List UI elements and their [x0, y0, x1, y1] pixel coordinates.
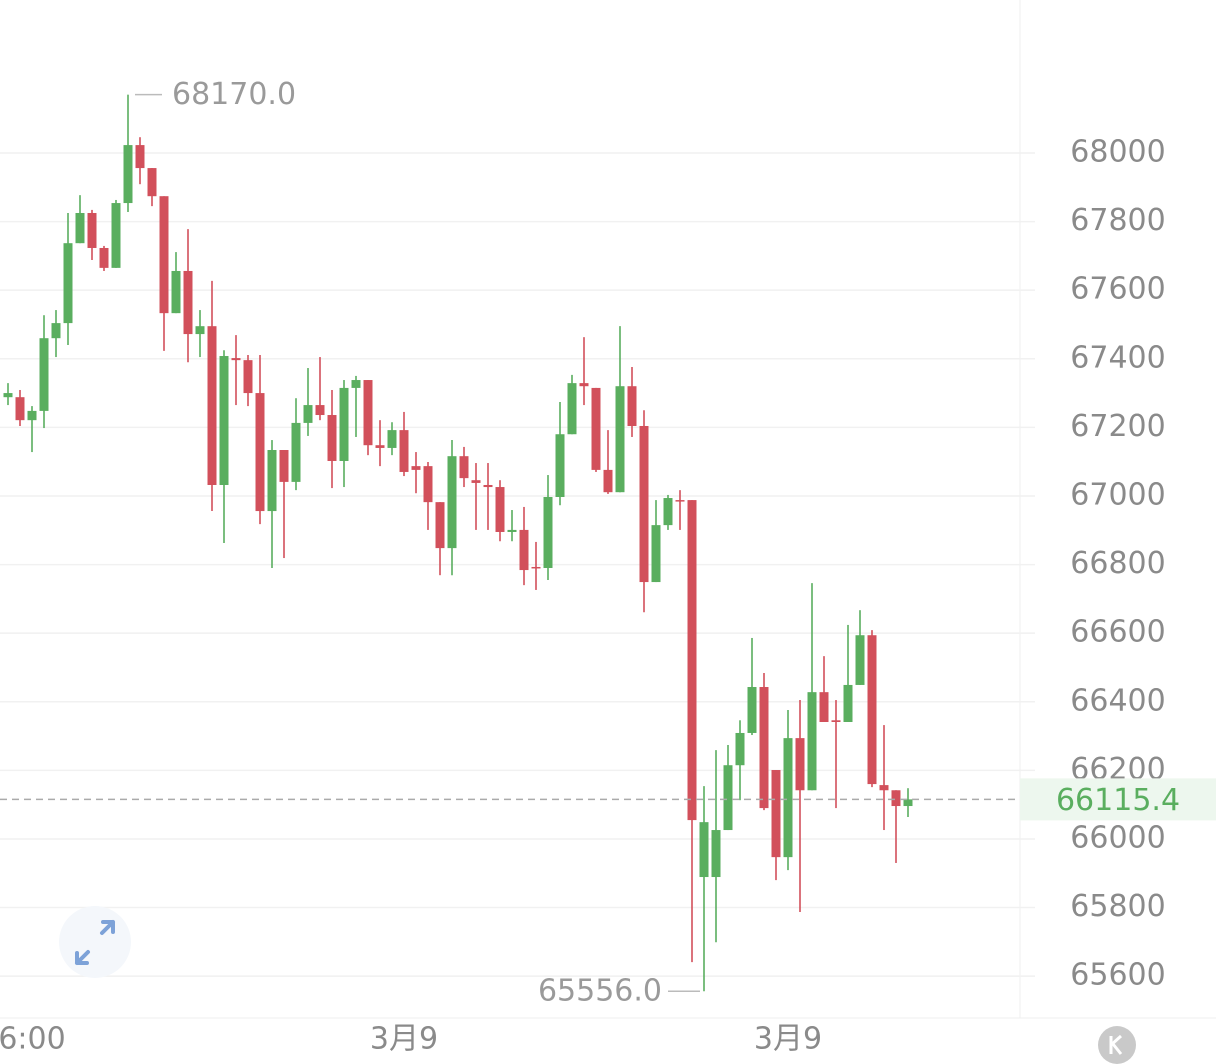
- candle-body: [543, 496, 553, 568]
- y-tick-label: 68000: [1070, 134, 1165, 169]
- candle-body: [447, 456, 457, 549]
- candle-body: [687, 500, 697, 821]
- candle-body: [39, 338, 49, 411]
- y-tick-label: 67400: [1070, 340, 1165, 375]
- candle-body: [375, 445, 385, 448]
- x-tick-label: 3月9: [370, 1022, 438, 1057]
- candle-body: [51, 323, 61, 339]
- candle-body: [663, 498, 673, 526]
- candle-body: [75, 212, 85, 244]
- y-tick-label: 65600: [1070, 958, 1165, 993]
- candle-body: [3, 393, 13, 398]
- candle-body: [147, 168, 157, 197]
- candle-body: [435, 502, 445, 549]
- candle-body: [231, 358, 241, 361]
- candle-body: [531, 566, 541, 569]
- candle-body: [27, 410, 37, 421]
- x-tick-label: 6:00: [0, 1022, 66, 1057]
- candle-body: [63, 243, 73, 324]
- y-tick-label: 67000: [1070, 477, 1165, 512]
- candle-body: [303, 405, 313, 423]
- candle-body: [135, 145, 145, 169]
- candle-body: [675, 500, 685, 502]
- candle-body: [627, 386, 637, 426]
- last-price-label: 66115.4: [1056, 783, 1180, 818]
- candle-body: [15, 397, 25, 421]
- candle-body: [159, 196, 169, 314]
- candle-body: [123, 145, 133, 204]
- candle-body: [879, 785, 889, 791]
- x-tick-label: 3月9: [754, 1022, 822, 1057]
- candle-body: [507, 529, 517, 532]
- candle-body: [483, 484, 493, 488]
- candle-body: [651, 525, 661, 583]
- candle-body: [711, 830, 721, 878]
- candle-body: [819, 692, 829, 722]
- candle-body: [603, 469, 613, 493]
- y-tick-label: 67800: [1070, 203, 1165, 238]
- candle-body: [723, 765, 733, 831]
- max-label: 68170.0: [172, 77, 296, 112]
- min-label: 65556.0: [538, 974, 662, 1009]
- candle-body: [171, 270, 181, 314]
- candle-body: [243, 360, 253, 394]
- candle-body: [471, 480, 481, 483]
- candle-body: [591, 387, 601, 470]
- candle-body: [339, 387, 349, 461]
- y-tick-label: 65800: [1070, 889, 1165, 924]
- candle-body: [615, 386, 625, 493]
- y-tick-label: 66800: [1070, 546, 1165, 581]
- candle-body: [831, 720, 841, 722]
- candle-body: [783, 738, 793, 858]
- candle-body: [807, 692, 817, 791]
- candle-body: [87, 212, 97, 248]
- candle-body: [279, 450, 289, 482]
- candle-body: [267, 450, 277, 512]
- y-tick-label: 66000: [1070, 820, 1165, 855]
- expand-button[interactable]: [59, 906, 131, 978]
- candle-body: [567, 383, 577, 435]
- candle-body: [291, 422, 301, 482]
- candle-body: [327, 415, 337, 461]
- candle-body: [255, 393, 265, 512]
- candle-body: [735, 732, 745, 766]
- candle-body: [639, 425, 649, 583]
- candle-body: [183, 270, 193, 335]
- last-price-box: [1020, 778, 1216, 821]
- candle-body: [747, 687, 757, 733]
- candle-body: [795, 738, 805, 791]
- axis-panel: [1020, 0, 1216, 1064]
- candle-body: [315, 405, 325, 416]
- candle-body: [195, 326, 205, 335]
- candle-body: [843, 684, 853, 722]
- candle-body: [771, 770, 781, 858]
- candle-body: [423, 466, 433, 503]
- candle-body: [363, 380, 373, 446]
- candle-body: [399, 430, 409, 472]
- candle-body: [207, 326, 217, 485]
- candle-body: [387, 430, 397, 448]
- candle-body: [903, 799, 913, 807]
- candle-body: [555, 434, 565, 497]
- candle-body: [411, 466, 421, 470]
- candle-body: [891, 790, 901, 807]
- y-tick-label: 66400: [1070, 683, 1165, 718]
- candle-body: [351, 380, 361, 388]
- y-tick-label: 67600: [1070, 272, 1165, 307]
- k-button[interactable]: [1098, 1026, 1136, 1064]
- candle-body: [579, 383, 589, 387]
- y-tick-label: 66600: [1070, 615, 1165, 650]
- candle-body: [99, 247, 109, 268]
- candle-body: [855, 635, 865, 685]
- candle-body: [459, 456, 469, 479]
- candle-body: [867, 635, 877, 785]
- candle-body: [219, 356, 229, 485]
- candle-body: [495, 487, 505, 532]
- y-tick-label: 67200: [1070, 409, 1165, 444]
- candle-body: [519, 529, 529, 571]
- candle-body: [699, 822, 709, 878]
- candle-body: [111, 203, 121, 268]
- candle-body: [759, 687, 769, 809]
